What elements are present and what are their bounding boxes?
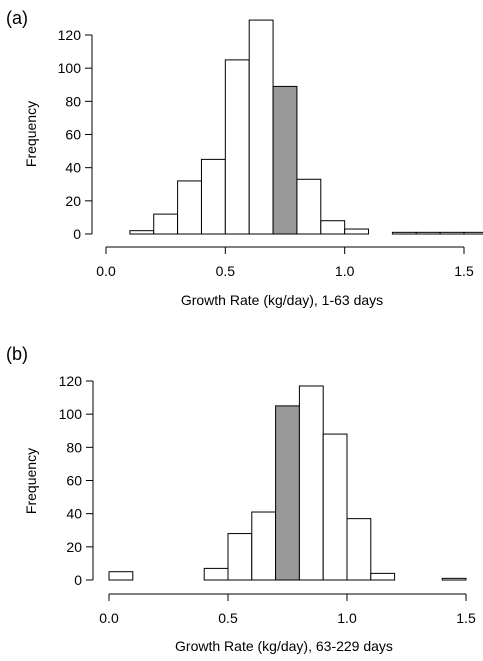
panel-b-y-axis-label: Frequency [23, 448, 39, 514]
x-tick-label: 1.5 [454, 263, 474, 279]
y-tick-label: 80 [65, 93, 81, 109]
histogram-bar [298, 385, 324, 581]
panel-b-bars [108, 385, 467, 581]
panel-b-x-axis-label: Growth Rate (kg/day), 63-229 days [175, 638, 393, 654]
panel-a-x-axis: 0.0 0.5 1.0 1.5 [96, 246, 474, 279]
histogram-bar [224, 59, 250, 235]
histogram-bar [296, 178, 322, 235]
histogram-bar [227, 533, 253, 581]
histogram-bar [415, 231, 441, 235]
y-tick-label: 100 [58, 60, 82, 76]
panel-b-x-axis: 0.0 0.5 1.0 1.5 [99, 593, 476, 626]
y-tick-label: 120 [58, 27, 82, 43]
y-tick-label: 120 [59, 373, 83, 389]
histogram-bar-highlighted [275, 405, 300, 581]
x-tick-label: 1.0 [337, 610, 357, 626]
histogram-bar [463, 231, 483, 235]
panel-b-label: (b) [6, 344, 28, 364]
x-tick-label: 0.5 [218, 610, 238, 626]
histogram-bar [346, 518, 372, 581]
x-tick-label: 1.5 [456, 610, 476, 626]
histogram-bar [439, 231, 465, 235]
histogram-bar [391, 231, 417, 235]
histogram-panel-b: (b) Frequency Growth Rate (kg/day), 63-2… [6, 344, 476, 654]
histogram-bar [108, 571, 134, 581]
panel-a-y-axis: 0 20 40 60 80 100 120 [58, 27, 93, 242]
x-tick-label: 0.0 [99, 610, 119, 626]
histogram-bar [320, 220, 346, 235]
panel-a-y-axis-label: Frequency [23, 101, 39, 167]
histogram-bar [441, 577, 467, 581]
y-tick-label: 20 [66, 539, 82, 555]
histogram-bar [129, 230, 155, 235]
histogram-bar [322, 433, 348, 581]
histogram-bar [177, 180, 202, 235]
panel-a-label: (a) [6, 8, 28, 28]
histogram-bar [200, 158, 226, 235]
histogram-bar [153, 213, 179, 235]
y-tick-label: 40 [66, 506, 82, 522]
y-tick-label: 40 [65, 160, 81, 176]
y-tick-label: 0 [74, 572, 82, 588]
panel-a-bars [129, 19, 483, 235]
y-tick-label: 100 [59, 406, 83, 422]
panel-b-y-axis: 0 20 40 60 80 100 120 [59, 373, 94, 588]
histogram-bar [370, 572, 396, 581]
histogram-bar [344, 228, 370, 235]
x-tick-label: 0.5 [216, 263, 236, 279]
y-tick-label: 20 [65, 193, 81, 209]
histogram-bar [251, 511, 277, 581]
x-tick-label: 1.0 [335, 263, 355, 279]
histogram-bar-highlighted [272, 85, 298, 235]
x-tick-label: 0.0 [96, 263, 116, 279]
histogram-bar [248, 19, 274, 235]
y-tick-label: 0 [73, 226, 81, 242]
panel-a-x-axis-label: Growth Rate (kg/day), 1-63 days [181, 292, 383, 308]
y-tick-label: 60 [66, 473, 82, 489]
histogram-bar [203, 567, 229, 581]
y-tick-label: 80 [66, 439, 82, 455]
y-tick-label: 60 [65, 127, 81, 143]
histogram-panel-a: (a) Frequency Growth Rate (kg/day), 1-63… [6, 8, 483, 308]
